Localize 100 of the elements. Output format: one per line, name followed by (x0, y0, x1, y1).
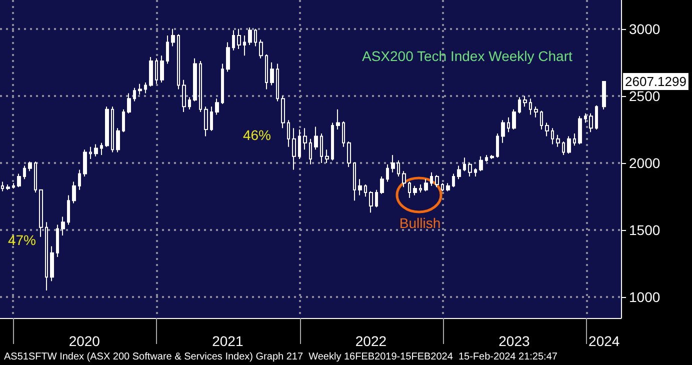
candlestick (6, 184, 10, 190)
candlestick (56, 224, 59, 258)
candlestick (45, 222, 48, 291)
candlestick (177, 34, 180, 90)
candlestick (12, 182, 15, 190)
x-tick-label: 2024 (588, 333, 620, 349)
candlestick (358, 178, 362, 196)
candlestick (331, 122, 334, 161)
candlestick (204, 106, 208, 137)
candlestick (116, 128, 120, 153)
candlestick (72, 181, 76, 204)
y-tick-label: 1000 (629, 289, 660, 306)
candlestick (413, 185, 417, 196)
y-tick-label: 1500 (629, 222, 660, 238)
candlestick (380, 176, 384, 194)
candlestick (419, 184, 422, 194)
candlestick (556, 134, 560, 148)
candlestick (133, 87, 136, 102)
candlestick (78, 169, 81, 190)
candlestick (347, 141, 351, 168)
annotation: 47% (8, 232, 36, 248)
candlestick (303, 128, 307, 150)
y-tick-label: 2000 (629, 155, 660, 172)
candlestick (446, 182, 450, 192)
candlestick (353, 162, 356, 202)
candlestick (540, 110, 543, 130)
candlestick (298, 128, 301, 160)
candlestick (221, 63, 224, 104)
candlestick (435, 174, 439, 188)
candlestick (215, 98, 219, 116)
annotation: Bullish (399, 215, 441, 231)
candlestick (105, 106, 109, 148)
candlestick (149, 56, 153, 88)
candlestick (342, 120, 345, 148)
candlestick (89, 146, 92, 160)
candlestick (193, 58, 197, 102)
candlestick (562, 141, 565, 156)
candlestick (320, 133, 323, 164)
candlestick (578, 116, 582, 145)
y-tick-label: 3000 (629, 20, 660, 37)
candlestick (171, 28, 175, 47)
candlestick (67, 194, 70, 226)
candlestick (490, 154, 494, 160)
candlestick (210, 106, 213, 132)
annotation: 46% (242, 127, 272, 143)
candlestick (276, 63, 279, 102)
candlestick (50, 246, 54, 282)
candlestick (364, 184, 367, 198)
x-tick-label: 2020 (68, 333, 100, 349)
candlestick (100, 142, 103, 156)
candlestick (34, 161, 37, 194)
candlestick (468, 162, 472, 177)
candlestick (408, 181, 411, 198)
candlestick (83, 149, 87, 177)
candlestick (281, 95, 285, 129)
candlestick (375, 189, 378, 208)
candlestick (463, 157, 466, 172)
candlestick (127, 92, 131, 114)
candlestick (39, 189, 43, 238)
candlestick (325, 149, 329, 164)
candlestick (496, 133, 499, 158)
text: AS51SFTW Index (ASX 200 Software & Services Index) Graph 217 Weekly 16FEB2019-15FEB2024 15-Feb-2024 21:25:47 (4, 352, 558, 362)
candlestick (160, 55, 164, 84)
candlestick (237, 28, 241, 50)
candlestick (441, 182, 444, 192)
candlestick (529, 98, 532, 116)
candlestick (122, 108, 125, 133)
candlestick (254, 28, 257, 47)
candlestick (199, 60, 202, 113)
candlestick (573, 133, 576, 146)
candlestick (248, 27, 252, 46)
candlestick (584, 112, 587, 124)
candlestick (243, 35, 246, 56)
candlestick (512, 108, 516, 130)
candlestick (424, 178, 428, 192)
candlestick (28, 161, 32, 172)
candlestick (232, 30, 235, 51)
candlestick (602, 81, 606, 110)
candlestick (182, 79, 186, 113)
candlestick (518, 96, 521, 114)
candlestick (265, 54, 268, 90)
candlestick (391, 154, 395, 173)
candlestick (287, 120, 290, 148)
candlestick (507, 116, 510, 133)
candlestick (567, 136, 571, 154)
candlestick (23, 165, 26, 180)
candlestick (155, 58, 158, 84)
candlestick (551, 128, 554, 145)
candlestick (111, 106, 114, 153)
candlestick (545, 122, 549, 137)
candlestick (457, 165, 461, 180)
candlestick (17, 173, 21, 188)
candlestick (94, 144, 98, 157)
candlestick (501, 120, 505, 144)
candlestick (479, 156, 483, 172)
candlestick (259, 39, 263, 59)
candlestick (485, 154, 488, 162)
candlestick (61, 216, 65, 236)
candlestick (534, 106, 538, 118)
candlestick (369, 190, 373, 214)
